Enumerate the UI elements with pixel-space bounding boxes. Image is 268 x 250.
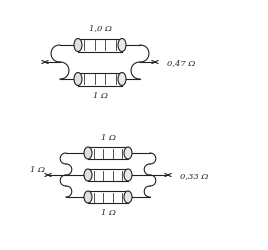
Ellipse shape [74,73,82,86]
Polygon shape [88,191,128,203]
Polygon shape [88,169,128,181]
Text: 1,0 Ω: 1,0 Ω [88,24,111,32]
Text: 1 Ω: 1 Ω [92,92,107,100]
Polygon shape [88,148,128,159]
Ellipse shape [124,169,132,181]
Ellipse shape [84,148,92,159]
Ellipse shape [118,39,126,52]
Text: 0,33 Ω: 0,33 Ω [180,171,209,179]
Ellipse shape [124,191,132,203]
Polygon shape [78,39,122,52]
Text: 0,47 Ω: 0,47 Ω [167,59,195,67]
Ellipse shape [124,148,132,159]
Polygon shape [78,73,122,86]
Ellipse shape [84,191,92,203]
Text: 1 Ω: 1 Ω [30,165,45,173]
Text: 1 Ω: 1 Ω [100,208,116,216]
Text: 1 Ω: 1 Ω [100,134,116,141]
Ellipse shape [74,39,82,52]
Ellipse shape [118,73,126,86]
Ellipse shape [84,169,92,181]
